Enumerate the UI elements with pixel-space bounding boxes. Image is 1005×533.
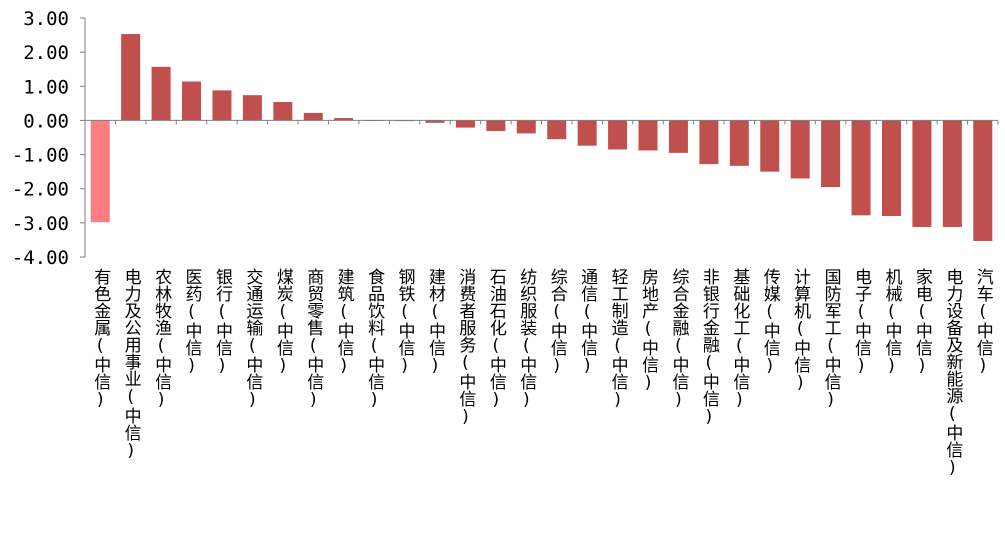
- category-label: 医药(中信): [182, 268, 203, 376]
- y-tick-label: 2.00: [23, 42, 69, 64]
- bar: [242, 95, 262, 121]
- bar: [912, 120, 932, 227]
- category-label: 轻工制造(中信): [608, 268, 629, 410]
- bar: [668, 120, 688, 153]
- y-tick-label: 3.00: [23, 8, 69, 30]
- bar: [790, 120, 810, 179]
- category-label: 建筑(中信): [334, 268, 355, 376]
- bar: [942, 120, 962, 227]
- category-label: 电力及公用事业(中信): [121, 268, 142, 461]
- bar: [547, 120, 567, 140]
- category-label: 非银行金融(中信): [699, 268, 720, 427]
- y-tick-label: -3.00: [12, 213, 69, 235]
- category-labels: 有色金属(中信) 电力及公用事业(中信) 农林牧渔(中信) 医药(中信) 银行(中信) 交…: [90, 268, 993, 478]
- bar: [212, 90, 232, 121]
- category-label: 银行(中信): [212, 268, 233, 376]
- y-tick-label: -4.00: [12, 247, 69, 269]
- bar: [303, 112, 323, 121]
- y-tick-label: 0.00: [23, 110, 69, 132]
- category-label: 计算机(中信): [790, 268, 811, 393]
- category-label: 煤炭(中信): [273, 268, 294, 376]
- y-tick-label: 1.00: [23, 76, 69, 98]
- category-label: 钢铁(中信): [395, 268, 416, 376]
- category-label: 传媒(中信): [760, 268, 781, 376]
- bar: [577, 120, 597, 146]
- bar: [425, 120, 445, 123]
- category-label: 石油石化(中信): [486, 268, 507, 410]
- bar: [608, 120, 628, 150]
- category-label: 通信(中信): [577, 268, 598, 376]
- category-label: 农林牧渔(中信): [151, 268, 172, 410]
- bar: [90, 120, 110, 223]
- category-label: 纺织服装(中信): [516, 268, 537, 410]
- bar: [273, 101, 293, 121]
- category-label: 汽车(中信): [973, 268, 994, 376]
- category-label: 家电(中信): [912, 268, 933, 376]
- category-label: 有色金属(中信): [90, 268, 111, 410]
- bar: [455, 120, 475, 128]
- category-label: 电子(中信): [851, 268, 872, 376]
- bar: [486, 120, 506, 132]
- category-label: 基础化工(中信): [729, 268, 750, 410]
- bar: [881, 120, 901, 217]
- bar: [334, 118, 354, 121]
- bar: [760, 120, 780, 172]
- category-label: 交通运输(中信): [242, 268, 263, 410]
- x-axis: [84, 119, 999, 125]
- y-tick-label: -2.00: [12, 179, 69, 201]
- category-label: 机械(中信): [881, 268, 902, 376]
- bar: [729, 120, 749, 166]
- bar: [121, 34, 141, 121]
- category-label: 建材(中信): [425, 268, 446, 376]
- bar: [182, 81, 202, 121]
- category-label: 综合(中信): [547, 268, 568, 376]
- category-label: 电力设备及新能源(中信): [942, 268, 963, 478]
- bar: [851, 120, 871, 216]
- bar: [151, 66, 171, 121]
- bar: [973, 120, 993, 241]
- bars: [90, 34, 993, 241]
- category-label: 消费者服务(中信): [455, 268, 476, 427]
- category-label: 食品饮料(中信): [364, 268, 385, 410]
- category-label: 商贸零售(中信): [303, 268, 324, 410]
- bar: [821, 120, 841, 188]
- y-tick-label: -1.00: [12, 145, 69, 167]
- category-label: 房地产(中信): [638, 268, 659, 393]
- y-axis: 3.00 2.00 1.00 0.00 -1.00 -2.00 -3.00 -4.00: [12, 8, 86, 269]
- bar: [638, 120, 658, 151]
- bar: [516, 120, 536, 134]
- category-label: 国防军工(中信): [821, 268, 842, 410]
- bar: [699, 120, 719, 165]
- category-label: 综合金融(中信): [668, 268, 689, 410]
